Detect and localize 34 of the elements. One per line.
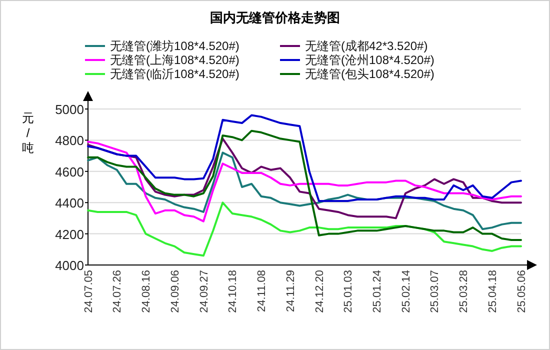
y-axis-title: 元/吨 [22,111,34,155]
x-tick-label: 25.03.28 [458,270,470,313]
legend-label: 无缝管(临沂108*4.520#) [110,67,240,81]
x-tick-label: 24.08.16 [140,270,153,313]
y-tick-label: 4000 [55,258,84,273]
legend-label: 无缝管(上海108*4.520#) [110,53,240,67]
x-tick-label: 24.11.29 [284,270,297,312]
x-tick-label: 24.07.05 [82,270,95,313]
x-tick-label: 25.05.06 [516,270,528,313]
x-tick-label: 24.12.20 [314,270,326,313]
x-tick-label: 24.09.06 [169,270,182,313]
line-series [87,202,522,257]
legend-label: 无缝管(成都42*3.520#) [305,39,428,53]
line-series [87,114,522,202]
x-tick-label: 24.07.26 [112,270,124,313]
x-tick-label: 24.10.18 [227,270,240,313]
y-tick-label: 4200 [55,226,84,242]
chart-title: 国内无缝管价格走势图 [210,10,340,25]
x-tick-label: 25.01.24 [372,270,384,313]
x-tick-label: 25.03.07 [429,270,442,313]
legend-label: 无缝管(潍坊108*4.520#) [110,39,240,53]
x-tick-label: 25.04.18 [486,270,499,313]
x-tick-label: 25.02.14 [400,270,412,313]
legend-label: 无缝管(包头108*4.520#) [305,67,434,81]
x-tick-label: 24.09.27 [198,270,210,313]
line-series [87,130,522,242]
legend-label: 无缝管(沧州108*4.520#) [305,53,434,67]
x-tick-label: 24.11.08 [256,270,268,312]
y-tick-label: 4600 [55,164,84,180]
y-tick-label: 4800 [55,133,84,148]
y-tick-label: 4400 [55,196,84,211]
x-tick-label: 25.01.03 [342,270,355,313]
line-series [87,152,522,230]
y-tick-label: 5000 [55,102,84,117]
